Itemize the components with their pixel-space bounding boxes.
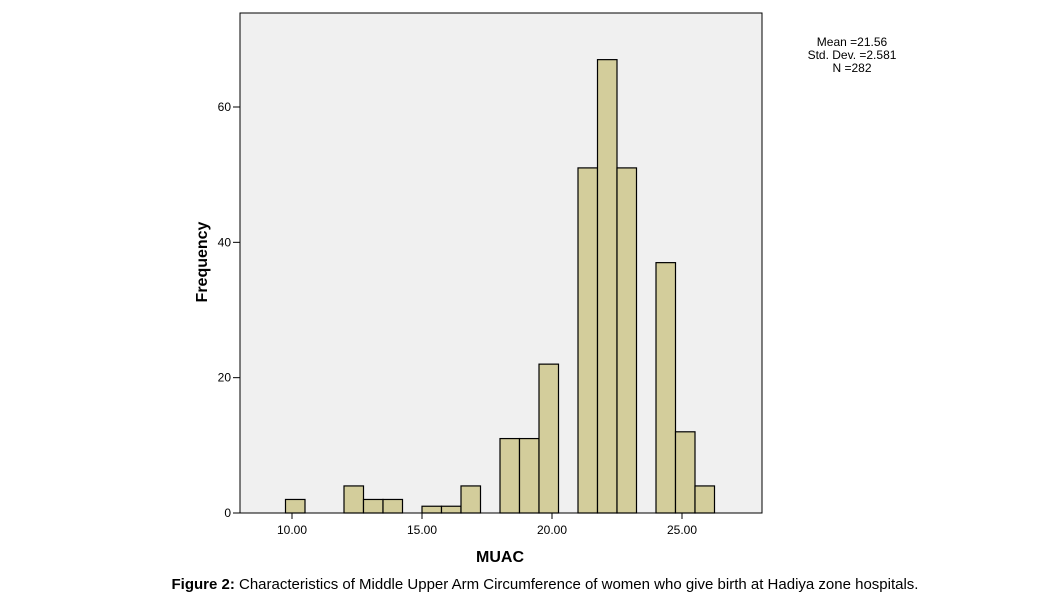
histogram-bar <box>382 498 404 514</box>
histogram-bar <box>460 485 482 514</box>
histogram-bar <box>655 262 677 514</box>
x-tick-label: 20.00 <box>537 523 567 537</box>
histogram-bar <box>616 167 638 514</box>
histogram-bar <box>499 437 521 514</box>
histogram-bar <box>518 437 540 514</box>
x-tick-label: 15.00 <box>407 523 437 537</box>
histogram-bar <box>596 59 618 514</box>
stat-n: N =282 <box>832 61 872 75</box>
summary-statistics: Mean =21.56 Std. Dev. =2.581 N =282 <box>782 36 922 75</box>
histogram-bar <box>694 485 716 514</box>
stat-std-dev: Std. Dev. =2.581 <box>807 48 897 62</box>
x-tick-label: 25.00 <box>667 523 697 537</box>
histogram-bar <box>343 485 365 514</box>
histogram-bar <box>538 363 560 514</box>
histogram-bar <box>577 167 599 514</box>
figure-caption: Figure 2: Characteristics of Middle Uppe… <box>0 576 1038 593</box>
stat-mean: Mean =21.56 <box>816 35 888 49</box>
y-axis-title: Frequency <box>194 221 211 302</box>
x-tick-label: 10.00 <box>277 523 307 537</box>
histogram-bar <box>284 498 306 514</box>
y-tick-label: 40 <box>218 235 232 249</box>
caption-label: Figure 2: <box>171 576 235 593</box>
histogram-bar <box>362 498 384 514</box>
y-tick-label: 20 <box>218 371 232 385</box>
x-axis-title: MUAC <box>476 549 524 566</box>
y-tick-label: 60 <box>218 100 232 114</box>
histogram-bar <box>421 505 443 514</box>
caption-text: Characteristics of Middle Upper Arm Circ… <box>234 576 919 593</box>
histogram-bar <box>440 505 462 514</box>
y-tick-label: 0 <box>224 506 231 520</box>
histogram-bar <box>674 431 696 514</box>
